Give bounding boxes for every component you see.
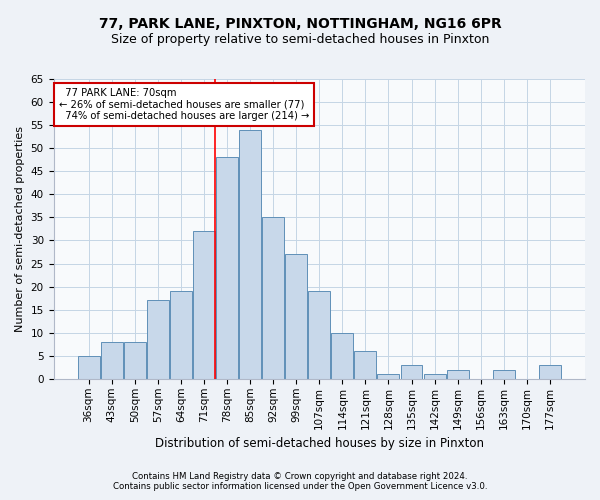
Bar — [124, 342, 146, 379]
Bar — [170, 291, 192, 379]
Text: Contains public sector information licensed under the Open Government Licence v3: Contains public sector information licen… — [113, 482, 487, 491]
Text: 77 PARK LANE: 70sqm
← 26% of semi-detached houses are smaller (77)
  74% of semi: 77 PARK LANE: 70sqm ← 26% of semi-detach… — [59, 88, 309, 121]
Bar — [147, 300, 169, 379]
Bar — [355, 351, 376, 379]
Bar — [193, 232, 215, 379]
Y-axis label: Number of semi-detached properties: Number of semi-detached properties — [15, 126, 25, 332]
Text: Contains HM Land Registry data © Crown copyright and database right 2024.: Contains HM Land Registry data © Crown c… — [132, 472, 468, 481]
Bar — [101, 342, 122, 379]
X-axis label: Distribution of semi-detached houses by size in Pinxton: Distribution of semi-detached houses by … — [155, 437, 484, 450]
Bar — [262, 218, 284, 379]
Bar — [539, 365, 561, 379]
Bar — [239, 130, 261, 379]
Text: Size of property relative to semi-detached houses in Pinxton: Size of property relative to semi-detach… — [111, 32, 489, 46]
Bar — [377, 374, 400, 379]
Bar — [77, 356, 100, 379]
Bar — [216, 158, 238, 379]
Bar — [446, 370, 469, 379]
Bar — [493, 370, 515, 379]
Bar — [401, 365, 422, 379]
Bar — [308, 291, 330, 379]
Bar — [424, 374, 446, 379]
Text: 77, PARK LANE, PINXTON, NOTTINGHAM, NG16 6PR: 77, PARK LANE, PINXTON, NOTTINGHAM, NG16… — [98, 18, 502, 32]
Bar — [331, 333, 353, 379]
Bar — [285, 254, 307, 379]
